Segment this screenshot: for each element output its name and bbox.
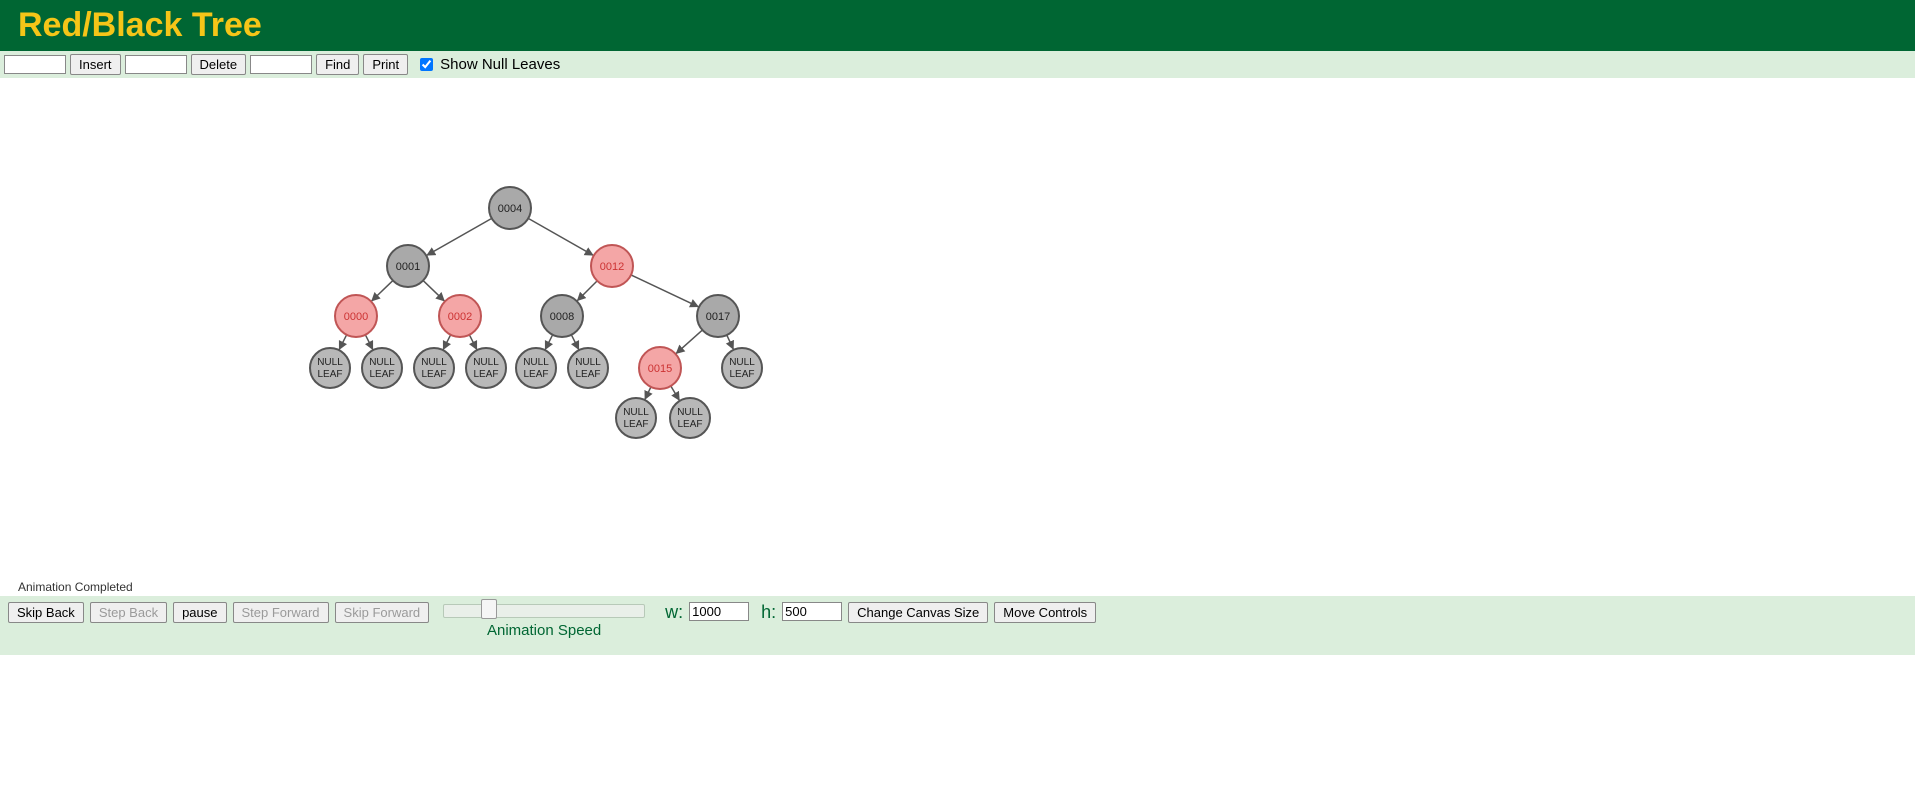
tree-edge (426, 218, 491, 255)
svg-text:NULL: NULL (369, 357, 395, 368)
svg-text:LEAF: LEAF (421, 369, 446, 380)
tree-edge (423, 281, 445, 302)
tree-edge (577, 281, 597, 301)
delete-button[interactable]: Delete (191, 54, 247, 75)
tree-edge (528, 218, 593, 255)
tree-edge (469, 335, 477, 350)
svg-text:LEAF: LEAF (729, 369, 754, 380)
svg-text:LEAF: LEAF (623, 419, 648, 430)
page-title: Red/Black Tree (18, 6, 1897, 45)
svg-text:LEAF: LEAF (369, 369, 394, 380)
svg-text:NULL: NULL (729, 357, 755, 368)
show-null-checkbox[interactable] (420, 58, 433, 71)
step-back-button[interactable]: Step Back (90, 602, 167, 623)
tree-node-label: 0008 (550, 311, 574, 323)
tree-edge (443, 335, 451, 350)
svg-text:NULL: NULL (677, 407, 703, 418)
tree-node: 0008 (541, 295, 583, 337)
height-input[interactable] (782, 602, 842, 621)
tree-edge (671, 386, 680, 401)
null-leaf-node: NULLLEAF (362, 348, 402, 388)
tree-edge (339, 335, 347, 350)
tree-node: 0001 (387, 245, 429, 287)
tree-node-label: 0015 (648, 363, 672, 375)
speed-slider[interactable] (443, 604, 645, 618)
svg-text:LEAF: LEAF (677, 419, 702, 430)
tree-node-label: 0017 (706, 311, 730, 323)
speed-slider-label: Animation Speed (487, 622, 601, 639)
tree-node-label: 0012 (600, 261, 624, 273)
print-button[interactable]: Print (363, 54, 408, 75)
null-leaf-node: NULLLEAF (722, 348, 762, 388)
tree-node: 0002 (439, 295, 481, 337)
tree-node-label: 0002 (448, 311, 472, 323)
tree-node: 0015 (639, 347, 681, 389)
svg-text:NULL: NULL (575, 357, 601, 368)
null-leaf-node: NULLLEAF (414, 348, 454, 388)
null-leaf-node: NULLLEAF (616, 398, 656, 438)
null-leaf-node: NULLLEAF (516, 348, 556, 388)
null-leaf-node: NULLLEAF (466, 348, 506, 388)
svg-text:NULL: NULL (473, 357, 499, 368)
tree-node-label: 0001 (396, 261, 420, 273)
tree-edge (571, 335, 579, 350)
step-forward-button[interactable]: Step Forward (233, 602, 329, 623)
svg-text:NULL: NULL (623, 407, 649, 418)
insert-input[interactable] (4, 55, 66, 74)
speed-slider-wrap: Animation Speed (441, 602, 647, 639)
tree-node-label: 0004 (498, 203, 522, 215)
width-input[interactable] (689, 602, 749, 621)
delete-input[interactable] (125, 55, 187, 74)
tree-node: 0012 (591, 245, 633, 287)
tree-svg: 00040001001200000002000800170015NULLLEAF… (0, 78, 1000, 578)
null-leaf-node: NULLLEAF (568, 348, 608, 388)
find-input[interactable] (250, 55, 312, 74)
height-label: h: (761, 602, 776, 623)
tree-node: 0004 (489, 187, 531, 229)
tree-edge (727, 335, 734, 350)
show-null-text: Show Null Leaves (440, 56, 560, 73)
tree-edge (545, 335, 553, 350)
svg-text:NULL: NULL (317, 357, 343, 368)
pause-button[interactable]: pause (173, 602, 226, 623)
change-canvas-size-button[interactable]: Change Canvas Size (848, 602, 988, 623)
skip-back-button[interactable]: Skip Back (8, 602, 84, 623)
top-toolbar: Insert Delete Find Print Show Null Leave… (0, 51, 1915, 78)
svg-text:NULL: NULL (523, 357, 549, 368)
canvas: 00040001001200000002000800170015NULLLEAF… (0, 78, 1915, 578)
null-leaf-node: NULLLEAF (310, 348, 350, 388)
tree-edge (631, 275, 699, 307)
tree-node-label: 0000 (344, 311, 368, 323)
width-label: w: (665, 602, 683, 623)
svg-text:NULL: NULL (421, 357, 447, 368)
svg-text:LEAF: LEAF (575, 369, 600, 380)
status-text: Animation Completed (0, 578, 1915, 596)
svg-text:LEAF: LEAF (473, 369, 498, 380)
tree-node: 0000 (335, 295, 377, 337)
svg-text:LEAF: LEAF (317, 369, 342, 380)
tree-edge (676, 330, 703, 354)
insert-button[interactable]: Insert (70, 54, 121, 75)
tree-edge (371, 281, 393, 302)
bottom-toolbar: Skip Back Step Back pause Step Forward S… (0, 596, 1915, 655)
find-button[interactable]: Find (316, 54, 359, 75)
tree-edge (365, 335, 373, 350)
move-controls-button[interactable]: Move Controls (994, 602, 1096, 623)
show-null-label[interactable]: Show Null Leaves (416, 55, 560, 74)
svg-text:LEAF: LEAF (523, 369, 548, 380)
tree-edge (645, 387, 651, 400)
null-leaf-node: NULLLEAF (670, 398, 710, 438)
skip-forward-button[interactable]: Skip Forward (335, 602, 430, 623)
tree-node: 0017 (697, 295, 739, 337)
header: Red/Black Tree (0, 0, 1915, 51)
